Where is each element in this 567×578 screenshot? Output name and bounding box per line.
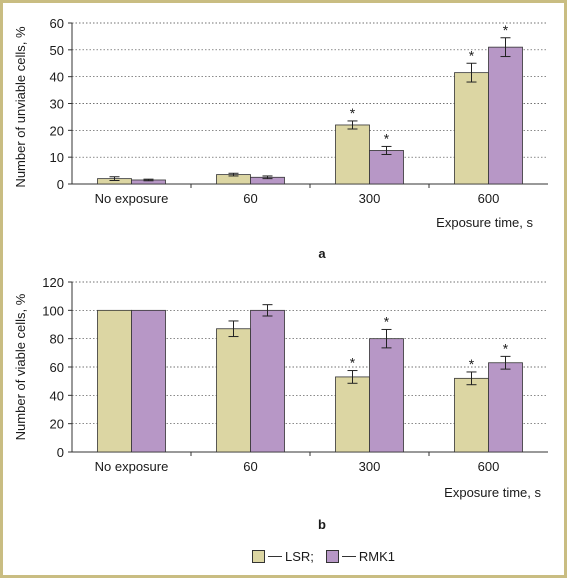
- ytick-label-b-5: 100: [42, 303, 64, 318]
- ylabel-a: Number of unviable cells, %: [13, 26, 28, 188]
- ytick-label-a-3: 30: [50, 97, 64, 112]
- bar-a-rmk1-3: [488, 46, 523, 185]
- bar-b-lsr-0: [97, 309, 132, 453]
- bar-b-lsr-2: [335, 376, 370, 453]
- legend: LSR; RMK1: [252, 549, 407, 564]
- legend-swatch-rmk1: [325, 550, 339, 563]
- xtick-label-a-2: 300: [359, 191, 381, 206]
- legend-label-lsr: LSR;: [285, 549, 314, 564]
- significance-star-a-lsr-2: *: [350, 105, 356, 121]
- legend-dash-lsr: [268, 556, 282, 557]
- ytick-label-b-2: 40: [50, 388, 64, 403]
- xtick-label-a-1: 60: [243, 191, 257, 206]
- ytick-label-b-6: 120: [42, 275, 64, 290]
- ytick-label-b-4: 80: [50, 332, 64, 347]
- ytick-label-b-0: 0: [57, 445, 64, 460]
- ytick-label-a-2: 20: [50, 123, 64, 138]
- xtick-label-b-0: No exposure: [95, 459, 169, 474]
- bar-b-rmk1-0: [131, 309, 166, 453]
- legend-swatch-lsr: [252, 550, 265, 563]
- xtick-label-a-3: 600: [478, 191, 500, 206]
- ylabel-b: Number of viable cells, %: [13, 293, 28, 440]
- significance-star-b-rmk1-2: *: [384, 313, 390, 329]
- bar-a-rmk1-2: [369, 150, 404, 185]
- ytick-label-a-4: 40: [50, 70, 64, 85]
- significance-star-b-lsr-3: *: [469, 356, 475, 372]
- significance-star-a-lsr-3: *: [469, 47, 475, 63]
- legend-item-rmk1: RMK1: [325, 549, 396, 564]
- xtick-label-b-2: 300: [359, 459, 381, 474]
- legend-item-lsr: LSR;: [252, 549, 314, 564]
- ytick-label-a-0: 0: [57, 177, 64, 192]
- bar-b-rmk1-2: [369, 338, 404, 453]
- bar-a-lsr-2: [335, 124, 370, 185]
- ytick-label-a-1: 10: [50, 150, 64, 165]
- bar-b-rmk1-1: [250, 309, 285, 453]
- bar-b-rmk1-3: [488, 362, 523, 453]
- xtick-label-a-0: No exposure: [95, 191, 169, 206]
- panel-label-b: b: [318, 517, 326, 532]
- ytick-label-a-5: 50: [50, 43, 64, 58]
- bar-b-lsr-1: [216, 328, 251, 453]
- significance-star-a-rmk1-3: *: [503, 22, 509, 38]
- significance-star-a-rmk1-2: *: [384, 130, 390, 146]
- chart-panel-b: Number of viable cells, % Exposure time,…: [13, 275, 548, 532]
- xlabel-b: Exposure time, s: [444, 485, 541, 500]
- panel-label-a: a: [318, 246, 326, 261]
- bar-a-lsr-3: [454, 72, 489, 185]
- significance-star-b-rmk1-3: *: [503, 340, 509, 356]
- ytick-label-b-3: 60: [50, 360, 64, 375]
- xtick-label-b-1: 60: [243, 459, 257, 474]
- xlabel-a: Exposure time, s: [436, 215, 533, 230]
- bar-b-lsr-3: [454, 377, 489, 453]
- significance-star-b-lsr-2: *: [350, 355, 356, 371]
- xtick-label-b-3: 600: [478, 459, 500, 474]
- legend-label-rmk1: RMK1: [358, 549, 396, 564]
- ytick-label-b-1: 20: [50, 417, 64, 432]
- ytick-label-a-6: 60: [50, 16, 64, 31]
- chart-panel-a: Number of unviable cells, % Exposure tim…: [13, 16, 548, 261]
- legend-dash-rmk1: [341, 556, 356, 557]
